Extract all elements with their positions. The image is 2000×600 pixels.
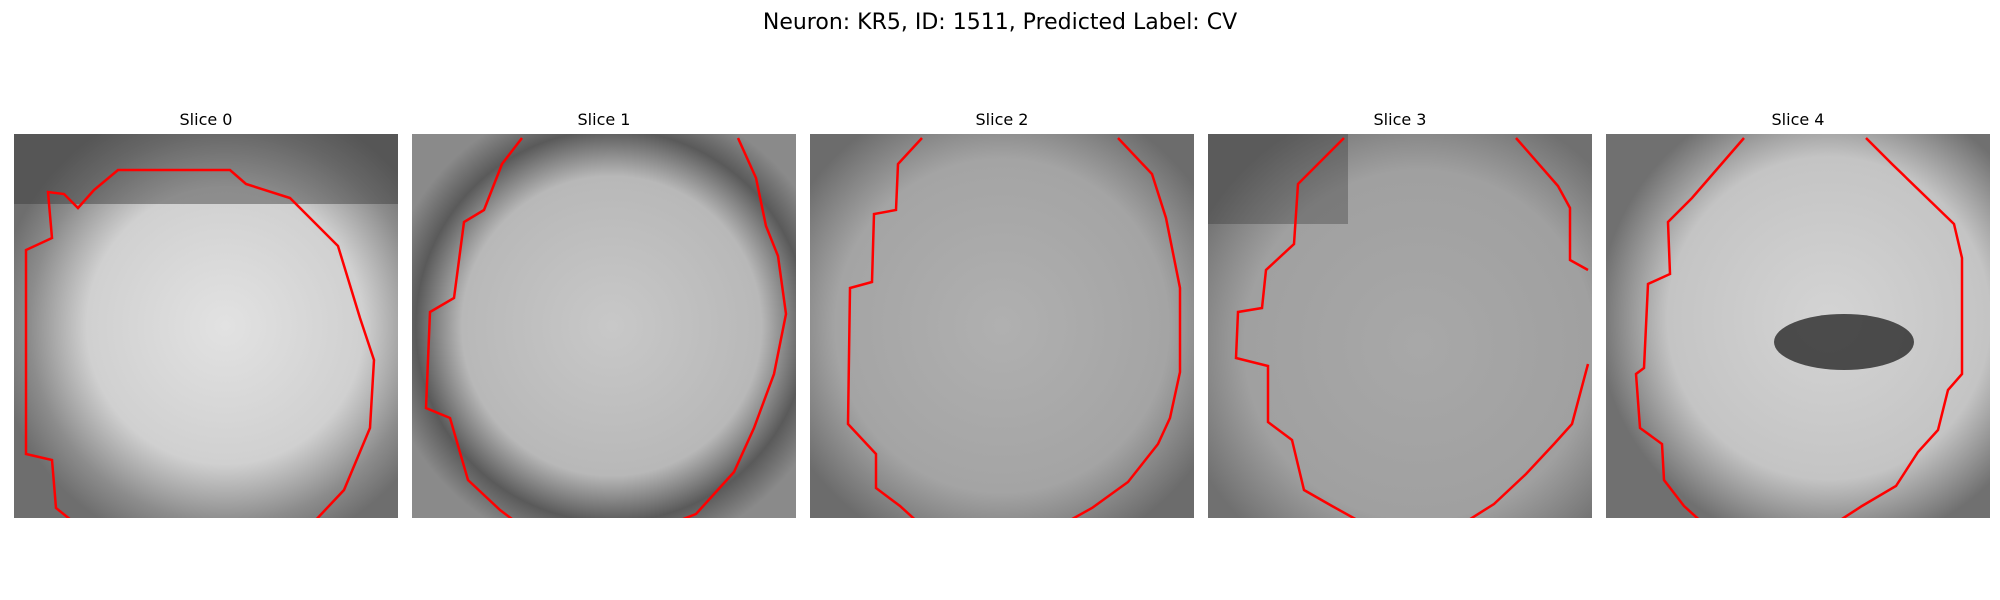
cell-contour xyxy=(1469,363,1590,518)
slice-title: Slice 4 xyxy=(1771,110,1825,129)
slice-image-4 xyxy=(1606,134,1990,518)
cell-contour xyxy=(846,137,923,518)
slice-texture xyxy=(14,134,398,518)
cell-contour xyxy=(1234,137,1357,518)
cell-contour xyxy=(424,137,523,518)
slice-image-1 xyxy=(412,134,796,518)
cell-contour xyxy=(1634,137,1745,518)
slice-title: Slice 3 xyxy=(1373,110,1427,129)
slice-title: Slice 1 xyxy=(577,110,631,129)
dark-region xyxy=(1774,314,1914,370)
cell-contour xyxy=(1841,137,1964,518)
slice-texture xyxy=(412,134,796,518)
cell-contour xyxy=(682,137,788,518)
slice-texture xyxy=(810,134,1194,518)
slice-image-2 xyxy=(810,134,1194,518)
slice-title: Slice 0 xyxy=(179,110,233,129)
cell-contour xyxy=(1515,137,1589,272)
slice-image-0 xyxy=(14,134,398,518)
figure-title: Neuron: KR5, ID: 1511, Predicted Label: … xyxy=(762,10,1238,35)
slice-texture xyxy=(1208,134,1592,518)
slice-shadow xyxy=(1208,134,1348,224)
cell-contour xyxy=(1071,137,1182,518)
slice-image-3 xyxy=(1208,134,1592,518)
slice-title: Slice 2 xyxy=(975,110,1029,129)
cell-contour xyxy=(24,168,376,518)
